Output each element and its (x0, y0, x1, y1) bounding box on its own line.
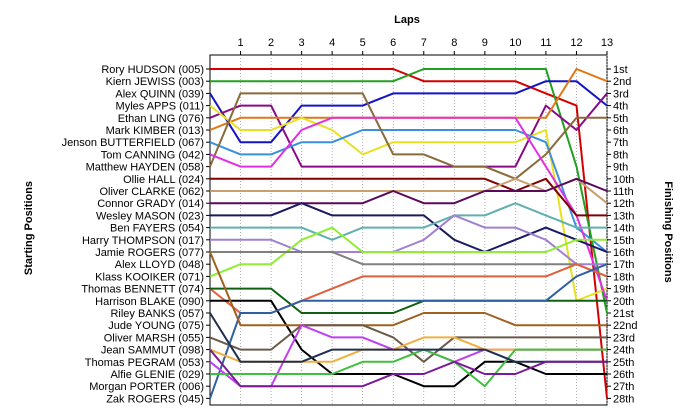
series-line (210, 348, 607, 388)
grid (206, 51, 611, 406)
start-position-label: Zak ROGERS (045) (106, 393, 204, 405)
series-line (209, 68, 608, 131)
start-position-label: Rory HUDSON (005) (101, 64, 204, 76)
x-tick-label: 11 (540, 37, 551, 49)
finish-position-label: 14th (613, 223, 634, 235)
start-position-label: Alfie GLENIE (029) (110, 369, 204, 381)
start-position-label: Ethan LING (076) (118, 113, 204, 125)
series-line (209, 348, 607, 388)
start-position-label: Thomas BENNETT (074) (81, 284, 204, 296)
series-line (210, 214, 607, 266)
x-tick-label: 5 (360, 37, 366, 49)
y-axis-left-title: Starting Positions (23, 181, 35, 275)
x-tick-label: 9 (482, 37, 488, 49)
finish-position-label: 26th (613, 369, 634, 381)
start-position-label: Ben FAYERS (054) (110, 223, 204, 235)
finish-position-label: 22nd (613, 320, 637, 332)
finish-position-label: 2nd (613, 76, 631, 88)
start-position-label: Jenson BUTTERFIELD (067) (62, 137, 204, 149)
series-line (209, 263, 608, 399)
y-axis-right-title: Finishing Positions (662, 181, 674, 282)
finish-position-label: 19th (613, 284, 634, 296)
start-position-label: Oliver CLARKE (062) (99, 186, 204, 198)
series-line (210, 68, 608, 314)
series-line (210, 251, 608, 278)
start-position-label: Riley BANKS (057) (110, 308, 204, 320)
series-line (209, 251, 607, 327)
x-tick-label: 13 (601, 37, 613, 49)
x-axis-title: Laps (394, 14, 420, 26)
finish-position-label: 27th (613, 381, 634, 393)
series-line (210, 202, 608, 253)
x-tick-label: 4 (329, 37, 335, 49)
series-line (210, 177, 608, 204)
start-position-label: Matthew HAYDEN (058) (86, 162, 204, 174)
start-position-label: Ollie HALL (024) (123, 174, 204, 186)
start-position-label: Connor GRADY (014) (97, 198, 204, 210)
series-line (210, 202, 607, 241)
finish-position-label: 4th (613, 101, 628, 113)
finish-position-label: 1st (613, 64, 628, 76)
start-position-label: Harry THOMPSON (017) (82, 235, 204, 247)
finish-position-label: 18th (613, 271, 634, 283)
finish-position-label: 24th (613, 345, 634, 357)
x-tick-label: 12 (570, 37, 582, 49)
series-line (209, 80, 608, 144)
start-position-label: Harrison BLAKE (090) (95, 296, 204, 308)
finish-position-label: 7th (613, 137, 628, 149)
x-tick-label: 7 (421, 37, 427, 49)
series-line (209, 104, 608, 302)
x-tick-label: 10 (509, 37, 521, 49)
finish-position-label: 12th (613, 198, 634, 210)
start-position-label: Thomas PEGRAM (053) (85, 357, 204, 369)
series-line (209, 129, 608, 253)
start-position-label: Kiern JEWISS (003) (106, 76, 204, 88)
series-line (209, 312, 607, 363)
finish-position-label: 20th (613, 296, 634, 308)
start-position-label: Morgan PORTER (006) (89, 381, 204, 393)
x-tick-label: 2 (268, 37, 274, 49)
finish-position-label: 15th (613, 235, 634, 247)
finish-position-label: 8th (613, 149, 628, 161)
start-position-label: Alex LLOYD (048) (115, 259, 204, 271)
finish-position-label: 6th (613, 125, 628, 137)
finish-position-label: 23rd (613, 332, 635, 344)
finish-position-label: 25th (613, 357, 634, 369)
finish-position-label: 17th (613, 259, 634, 271)
finish-position-label: 11th (613, 186, 634, 198)
start-position-label: Tom CANNING (042) (101, 149, 204, 161)
start-position-label: Alex QUINN (039) (115, 88, 204, 100)
x-tick-label: 3 (299, 37, 305, 49)
start-position-label: Myles APPS (011) (116, 101, 204, 113)
series-line (210, 177, 608, 205)
finish-position-label: 3rd (613, 88, 629, 100)
x-tick-label: 1 (237, 37, 243, 49)
start-position-label: Wesley MASON (023) (96, 210, 204, 222)
finish-position-label: 28th (613, 393, 634, 405)
series-lines (209, 68, 608, 399)
start-position-label: Jude YOUNG (075) (108, 320, 204, 332)
series-line (209, 92, 608, 168)
finish-position-label: 5th (613, 113, 628, 125)
x-tick-label: 6 (390, 37, 396, 49)
series-line (210, 177, 607, 217)
start-position-label: Jean SAMMUT (098) (101, 345, 204, 357)
start-position-label: Klass KOOIKER (071) (95, 271, 204, 283)
series-line (209, 116, 608, 302)
start-position-label: Mark KIMBER (013) (106, 125, 204, 137)
finish-position-label: 21st (613, 308, 634, 320)
finish-position-label: 9th (613, 162, 628, 174)
start-position-label: Oliver MARSH (055) (104, 332, 204, 344)
series-line (209, 226, 607, 278)
finish-position-label: 10th (613, 174, 634, 186)
series-line (210, 299, 607, 388)
start-position-label: Jamie ROGERS (077) (95, 247, 204, 259)
finish-position-label: 16th (613, 247, 634, 259)
finish-position-label: 13th (613, 210, 634, 222)
x-tick-label: 8 (451, 37, 457, 49)
